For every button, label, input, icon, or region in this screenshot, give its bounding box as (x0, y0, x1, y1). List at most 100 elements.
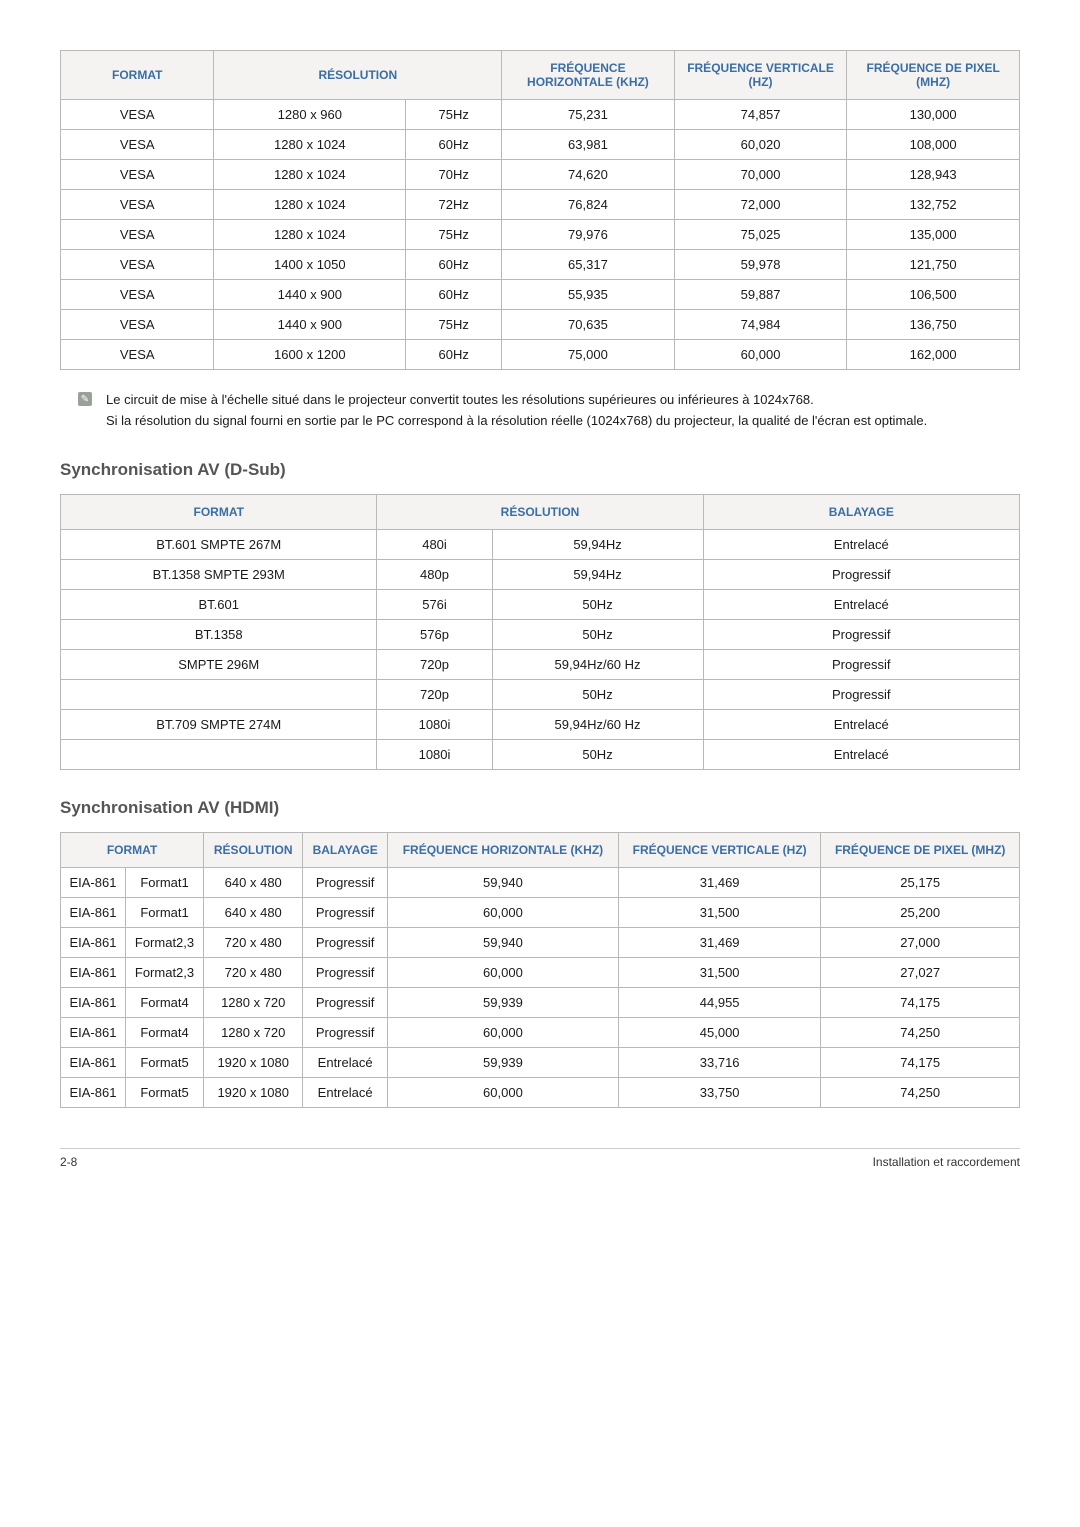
cell: 59,939 (387, 987, 618, 1017)
cell: 76,824 (502, 190, 675, 220)
table-row: VESA1600 x 120060Hz75,00060,000162,000 (61, 340, 1020, 370)
cell: 720 x 480 (204, 957, 303, 987)
table-row: EIA-861Format41280 x 720Progressif60,000… (61, 1017, 1020, 1047)
cell: Entrelacé (303, 1047, 388, 1077)
cell: 576p (377, 619, 492, 649)
cell: 60Hz (406, 340, 502, 370)
table-row: 720p50HzProgressif (61, 679, 1020, 709)
cell: 1400 x 1050 (214, 250, 406, 280)
cell: 27,027 (821, 957, 1020, 987)
table-row: BT.1358576p50HzProgressif (61, 619, 1020, 649)
cell: Format4 (125, 987, 203, 1017)
cell: BT.601 (61, 589, 377, 619)
table-row: SMPTE 296M720p59,94Hz/60 HzProgressif (61, 649, 1020, 679)
cell: 1280 x 1024 (214, 130, 406, 160)
cell: Format1 (125, 867, 203, 897)
col-resolution: RÉSOLUTION (377, 494, 703, 529)
hdmi-table: FORMAT RÉSOLUTION BALAYAGE FRÉQUENCE HOR… (60, 832, 1020, 1108)
cell: Format4 (125, 1017, 203, 1047)
table-row: VESA1280 x 96075Hz75,23174,857130,000 (61, 100, 1020, 130)
col-resolution: RÉSOLUTION (214, 51, 502, 100)
cell: 33,716 (618, 1047, 820, 1077)
info-icon: ✎ (78, 392, 92, 406)
cell: EIA-861 (61, 867, 126, 897)
table-row: VESA1280 x 102475Hz79,97675,025135,000 (61, 220, 1020, 250)
cell: Entrelacé (703, 709, 1019, 739)
cell: 1440 x 900 (214, 310, 406, 340)
cell: 720 x 480 (204, 927, 303, 957)
table-row: VESA1280 x 102460Hz63,98160,020108,000 (61, 130, 1020, 160)
cell: 31,500 (618, 897, 820, 927)
cell: 60Hz (406, 280, 502, 310)
cell: 55,935 (502, 280, 675, 310)
page-footer: 2-8 Installation et raccordement (60, 1148, 1020, 1169)
cell: 1280 x 720 (204, 1017, 303, 1047)
cell: EIA-861 (61, 1047, 126, 1077)
cell: Entrelacé (303, 1077, 388, 1107)
cell: VESA (61, 340, 214, 370)
cell: 50Hz (492, 739, 703, 769)
col-resolution: RÉSOLUTION (204, 832, 303, 867)
cell: 1080i (377, 739, 492, 769)
cell: 50Hz (492, 619, 703, 649)
cell: 75Hz (406, 310, 502, 340)
cell: Progressif (303, 987, 388, 1017)
cell: Progressif (703, 649, 1019, 679)
cell: 74,984 (674, 310, 847, 340)
cell: 74,175 (821, 987, 1020, 1017)
cell: 65,317 (502, 250, 675, 280)
cell: Format2,3 (125, 927, 203, 957)
cell: Format1 (125, 897, 203, 927)
cell (61, 739, 377, 769)
table-row: BT.1358 SMPTE 293M480p59,94HzProgressif (61, 559, 1020, 589)
cell: 25,200 (821, 897, 1020, 927)
cell: Progressif (303, 927, 388, 957)
cell: 1600 x 1200 (214, 340, 406, 370)
cell: 162,000 (847, 340, 1020, 370)
cell: 60,000 (387, 1017, 618, 1047)
cell: 1280 x 1024 (214, 160, 406, 190)
cell: VESA (61, 160, 214, 190)
cell: 136,750 (847, 310, 1020, 340)
cell: 720p (377, 679, 492, 709)
cell: VESA (61, 310, 214, 340)
cell: 74,250 (821, 1077, 1020, 1107)
cell: 1280 x 720 (204, 987, 303, 1017)
cell: 480p (377, 559, 492, 589)
cell: 60,000 (387, 957, 618, 987)
cell: 72,000 (674, 190, 847, 220)
cell: EIA-861 (61, 927, 126, 957)
cell: Progressif (303, 897, 388, 927)
table-row: 1080i50HzEntrelacé (61, 739, 1020, 769)
table-row: EIA-861Format2,3720 x 480Progressif60,00… (61, 957, 1020, 987)
cell: 75,231 (502, 100, 675, 130)
cell: 59,94Hz/60 Hz (492, 649, 703, 679)
cell: Entrelacé (703, 589, 1019, 619)
cell: 59,94Hz (492, 529, 703, 559)
cell: 70,635 (502, 310, 675, 340)
cell: 31,469 (618, 927, 820, 957)
table-row: EIA-861Format51920 x 1080Entrelacé60,000… (61, 1077, 1020, 1107)
cell: 60Hz (406, 130, 502, 160)
cell: 75,000 (502, 340, 675, 370)
cell: 27,000 (821, 927, 1020, 957)
col-format: FORMAT (61, 832, 204, 867)
scaling-note: ✎ Le circuit de mise à l'échelle situé d… (78, 390, 1020, 432)
dsub-table: FORMAT RÉSOLUTION BALAYAGE BT.601 SMPTE … (60, 494, 1020, 770)
cell: 25,175 (821, 867, 1020, 897)
cell: 1440 x 900 (214, 280, 406, 310)
cell: 1920 x 1080 (204, 1077, 303, 1107)
cell: 74,250 (821, 1017, 1020, 1047)
cell: 59,978 (674, 250, 847, 280)
cell: 128,943 (847, 160, 1020, 190)
cell: 75,025 (674, 220, 847, 250)
cell: 130,000 (847, 100, 1020, 130)
cell: 75Hz (406, 220, 502, 250)
cell: EIA-861 (61, 1077, 126, 1107)
cell: 1280 x 960 (214, 100, 406, 130)
table-row: EIA-861Format2,3720 x 480Progressif59,94… (61, 927, 1020, 957)
cell: 60Hz (406, 250, 502, 280)
cell: Progressif (303, 957, 388, 987)
col-scan: BALAYAGE (303, 832, 388, 867)
section-title: Installation et raccordement (873, 1155, 1020, 1169)
